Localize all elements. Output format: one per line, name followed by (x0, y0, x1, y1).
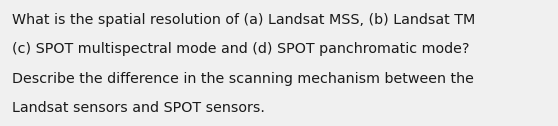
Text: Describe the difference in the scanning mechanism between the: Describe the difference in the scanning … (12, 72, 474, 86)
Text: (c) SPOT multispectral mode and (d) SPOT panchromatic mode?: (c) SPOT multispectral mode and (d) SPOT… (12, 42, 470, 56)
Text: What is the spatial resolution of (a) Landsat MSS, (b) Landsat TM: What is the spatial resolution of (a) La… (12, 13, 475, 27)
Text: Landsat sensors and SPOT sensors.: Landsat sensors and SPOT sensors. (12, 101, 265, 115)
